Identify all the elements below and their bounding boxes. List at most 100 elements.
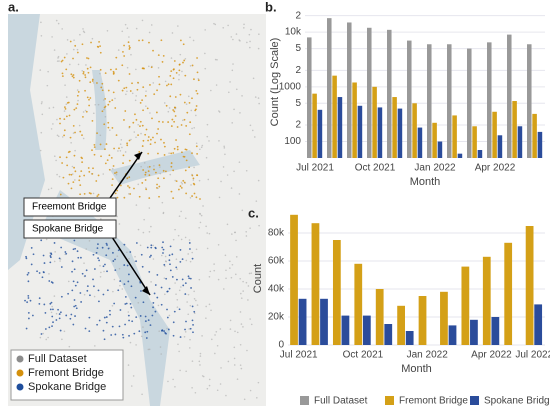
map-dot <box>234 231 236 234</box>
map-dot <box>77 256 80 259</box>
map-dot <box>56 118 58 121</box>
map-dot <box>67 101 70 104</box>
map-dot <box>93 146 96 149</box>
map-dot <box>25 257 28 260</box>
map-dot <box>92 82 95 84</box>
map-dot <box>173 110 176 113</box>
map-dot <box>227 360 230 363</box>
map-dot <box>191 360 194 362</box>
map-dot <box>183 59 186 62</box>
map-dot <box>73 305 76 308</box>
map-dot <box>150 254 152 257</box>
map-dot <box>199 364 201 366</box>
map-dot <box>189 248 191 250</box>
map-dot <box>42 254 45 257</box>
map-dot <box>85 110 88 113</box>
map-dot <box>153 168 155 171</box>
map-dot <box>150 225 152 228</box>
map-dot <box>175 293 177 296</box>
map-dot <box>55 312 58 315</box>
map-dot <box>162 169 165 172</box>
map-dot <box>129 90 132 92</box>
map-dot <box>257 97 260 99</box>
map-dot <box>144 320 147 323</box>
map-dot <box>249 318 251 320</box>
map-dot <box>134 255 136 258</box>
map-dot <box>128 159 131 162</box>
map-dot <box>229 81 231 83</box>
map-dot <box>158 83 161 86</box>
map-dot <box>101 110 104 113</box>
map-dot <box>83 192 86 195</box>
map-dot <box>195 145 198 148</box>
map-dot <box>166 316 169 319</box>
arrowhead <box>134 152 142 160</box>
map-dot <box>104 72 107 75</box>
map-dot <box>196 92 199 95</box>
map-dot <box>166 327 168 330</box>
map-dot <box>44 312 47 314</box>
map-dot <box>168 254 171 257</box>
map-dot <box>139 315 142 317</box>
map-dot <box>179 93 182 96</box>
map-dot <box>39 69 42 71</box>
map-dot <box>99 143 102 146</box>
map-dot <box>104 148 106 151</box>
map-dot <box>25 255 27 258</box>
map-dot <box>158 75 160 78</box>
bar <box>327 18 332 158</box>
map-dot <box>229 260 231 263</box>
map-dot <box>148 31 151 34</box>
map-dot <box>84 275 86 277</box>
map-dot <box>165 104 168 107</box>
annotation: Spokane Bridge <box>32 224 104 235</box>
map-dot <box>157 177 160 180</box>
map-dot <box>205 305 207 308</box>
map-dot <box>61 72 64 75</box>
map-dot <box>196 57 198 59</box>
map-dot <box>106 159 109 162</box>
map-dot <box>48 280 51 282</box>
bar <box>448 325 457 345</box>
map-dot <box>142 301 145 304</box>
map-dot <box>176 126 179 128</box>
map-dot <box>141 182 144 184</box>
map-dot <box>231 69 234 72</box>
map-legend <box>10 349 124 401</box>
map-dot <box>64 251 67 253</box>
map-dot <box>148 231 151 233</box>
map-dot <box>168 314 171 317</box>
map-dot <box>198 360 201 363</box>
x-tick-label: Oct 2021 <box>355 163 396 174</box>
map-dot <box>157 152 159 155</box>
map-dot <box>130 306 133 309</box>
map-dot <box>214 23 217 26</box>
map-dot <box>247 299 249 301</box>
map-dot <box>219 383 222 385</box>
map-dot <box>176 278 178 281</box>
map-dot <box>68 173 71 176</box>
map-dot <box>102 99 105 101</box>
map-dot <box>193 290 195 293</box>
map-dot <box>94 345 96 347</box>
legend-swatch <box>16 369 24 377</box>
map-dot <box>130 138 132 141</box>
map-dot <box>215 330 218 333</box>
map-dot <box>150 66 153 69</box>
map-dot <box>70 173 73 176</box>
map-dot <box>250 323 253 326</box>
map-dot <box>69 136 72 139</box>
map-dot <box>150 281 152 283</box>
map-dot <box>144 173 147 176</box>
map-dot <box>57 55 60 58</box>
map-dot <box>53 155 56 158</box>
map-dot <box>145 128 148 131</box>
map-dot <box>67 292 70 295</box>
map-dot <box>103 338 106 341</box>
map-dot <box>60 246 63 249</box>
bar <box>532 113 537 158</box>
map-dot <box>195 105 198 107</box>
map-dot <box>80 256 82 259</box>
map-dot <box>190 109 193 112</box>
map-dot <box>27 280 30 283</box>
